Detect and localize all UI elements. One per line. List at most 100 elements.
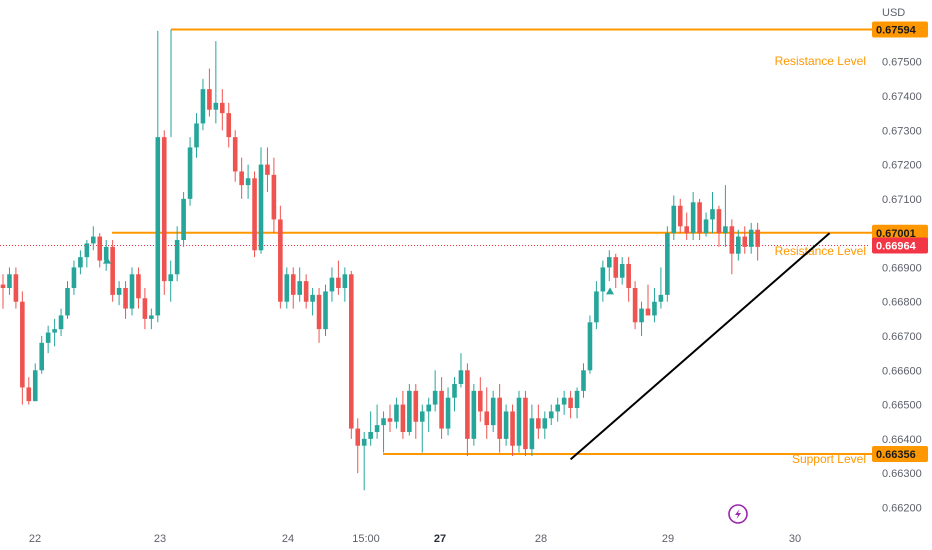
candle-body [710, 209, 715, 220]
candle-body [394, 404, 399, 422]
level-price-badge [872, 224, 928, 241]
bolt-icon[interactable] [728, 504, 748, 524]
candle [116, 281, 122, 306]
candle-body [310, 294, 315, 302]
candle-body [0, 284, 6, 288]
candle [723, 185, 728, 247]
candle [497, 384, 502, 453]
candle-body [516, 397, 522, 446]
candle-body [97, 236, 103, 261]
x-tick-label: 22 [29, 533, 41, 545]
y-tick-label: 0.66800 [882, 297, 922, 309]
candle-body [626, 264, 631, 288]
candle-body [542, 418, 548, 429]
candle [729, 219, 735, 275]
candle [439, 377, 444, 439]
candle [568, 390, 573, 419]
candle [226, 102, 232, 148]
candle-body [58, 315, 64, 330]
level-price-badge-text: 0.67594 [876, 24, 917, 36]
trendline-layer [569, 232, 831, 461]
candle [323, 284, 328, 336]
x-tick-label: 24 [282, 533, 294, 545]
candle-body [658, 294, 664, 302]
candle-body [523, 397, 528, 450]
candle-body [387, 418, 393, 422]
candle [168, 260, 173, 302]
candle-body [529, 418, 535, 450]
candle-body [323, 291, 328, 330]
candle [297, 267, 302, 302]
candle [697, 198, 702, 240]
candle-body [548, 411, 554, 419]
y-tick-label: 0.66700 [882, 331, 922, 343]
candle [490, 390, 496, 432]
candle-body [271, 174, 277, 220]
candle [523, 390, 528, 456]
candle [458, 353, 464, 388]
candle [65, 281, 70, 319]
candle-body [361, 438, 367, 446]
candle [445, 387, 451, 436]
candle [574, 387, 580, 419]
candle-body [587, 322, 593, 371]
trendline[interactable] [569, 232, 831, 461]
candle [613, 253, 619, 288]
level-label: Support Level [792, 452, 866, 466]
candle [510, 404, 515, 456]
candle-body [316, 294, 322, 330]
candle [349, 270, 354, 439]
candle [381, 411, 386, 453]
y-tick-label: 0.66500 [882, 400, 922, 412]
candle [110, 240, 115, 302]
candle [142, 288, 148, 330]
price-axis[interactable]: 0.66200 0.66300 0.66400 0.66500 0.66600 0.667… [872, 21, 928, 514]
candle [600, 260, 606, 302]
candle [432, 370, 438, 412]
signal-marker-icon [606, 287, 614, 295]
y-tick-label: 0.67200 [882, 160, 922, 172]
candle-body [213, 102, 219, 110]
candle [748, 222, 754, 254]
candle [368, 411, 373, 446]
candle [465, 363, 470, 456]
candle [129, 267, 135, 316]
candle [690, 192, 696, 240]
candle-body [26, 387, 32, 402]
y-tick-label: 0.67500 [882, 57, 922, 69]
candle [671, 195, 677, 240]
candle-body [232, 137, 238, 172]
candle-body [677, 205, 683, 227]
candle-body [78, 257, 83, 268]
candle-body [71, 267, 77, 288]
x-tick-label: 23 [154, 533, 166, 545]
candle [220, 89, 225, 131]
candle [419, 404, 425, 453]
candle-body [400, 404, 406, 432]
candle-body [252, 178, 257, 251]
candle-body [207, 89, 212, 110]
candle-body [407, 390, 412, 432]
candle-body [452, 384, 457, 398]
candle-body [7, 274, 12, 288]
x-tick-label: 29 [662, 533, 674, 545]
candle-body [329, 277, 335, 292]
candle-body [368, 432, 373, 439]
x-tick-label: 28 [535, 533, 547, 545]
candle [252, 171, 257, 258]
time-axis[interactable]: 22 23 24 15:00 27 28 29 30 [29, 533, 801, 545]
candle-body [613, 257, 619, 278]
candle-body [413, 390, 419, 422]
y-tick-label: 0.66200 [882, 502, 922, 514]
candle [407, 384, 412, 436]
candle-body [432, 390, 438, 405]
candle [684, 212, 689, 240]
candle [245, 164, 251, 199]
candle [200, 78, 206, 131]
candle-body [716, 209, 722, 234]
y-tick-label: 0.67100 [882, 194, 922, 206]
candle [265, 147, 270, 192]
candle-body [445, 397, 451, 429]
candle-body [265, 164, 270, 175]
